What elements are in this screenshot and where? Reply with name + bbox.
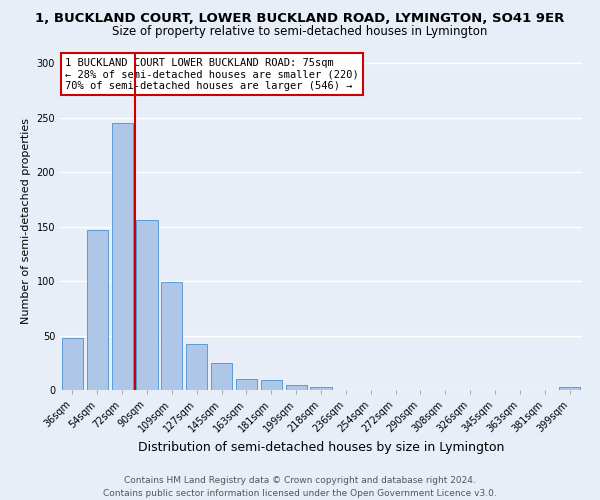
Bar [136,220,158,390]
Bar [186,344,207,390]
Y-axis label: Number of semi-detached properties: Number of semi-detached properties [21,118,31,324]
Bar [112,124,133,390]
Bar [62,338,83,390]
Bar [87,230,108,390]
X-axis label: Distribution of semi-detached houses by size in Lymington: Distribution of semi-detached houses by … [138,441,504,454]
Bar [286,384,307,390]
Bar [261,380,282,390]
Bar [236,379,257,390]
Text: Size of property relative to semi-detached houses in Lymington: Size of property relative to semi-detach… [112,25,488,38]
Bar [211,363,232,390]
Bar [161,282,182,390]
Text: 1 BUCKLAND COURT LOWER BUCKLAND ROAD: 75sqm
← 28% of semi-detached houses are sm: 1 BUCKLAND COURT LOWER BUCKLAND ROAD: 75… [65,58,359,91]
Bar [559,386,580,390]
Text: 1, BUCKLAND COURT, LOWER BUCKLAND ROAD, LYMINGTON, SO41 9ER: 1, BUCKLAND COURT, LOWER BUCKLAND ROAD, … [35,12,565,26]
Text: Contains HM Land Registry data © Crown copyright and database right 2024.
Contai: Contains HM Land Registry data © Crown c… [103,476,497,498]
Bar [310,386,332,390]
